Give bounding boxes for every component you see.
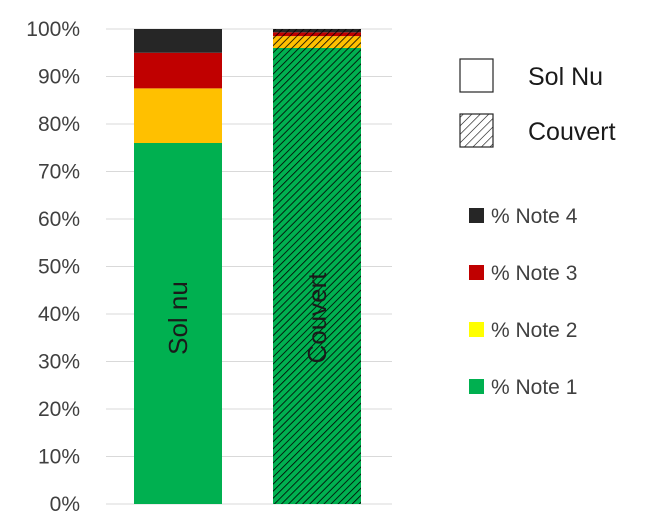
y-tick-label: 70% (38, 161, 80, 184)
pattern-legend: Sol Nu Couvert (459, 58, 616, 148)
bar-hatch-overlay (273, 48, 361, 504)
category-label: Couvert (302, 272, 332, 364)
pattern-legend-label: Couvert (528, 118, 616, 146)
series-legend-swatch (469, 322, 484, 337)
y-tick-label: 0% (50, 493, 80, 513)
series-legend-label: % Note 2 (491, 319, 577, 342)
category-labels: Sol nu Couvert (163, 272, 332, 364)
bar-hatch-overlay (273, 29, 361, 33)
pattern-legend-swatch (459, 58, 494, 93)
bar-hatch-overlay (273, 32, 361, 37)
y-tick-label: 50% (38, 256, 80, 279)
series-legend-swatch (469, 265, 484, 280)
y-tick-label: 80% (38, 113, 80, 136)
series-legend-swatch (469, 208, 484, 223)
y-tick-label: 10% (38, 446, 80, 469)
pattern-legend-swatch (459, 113, 494, 148)
bar-hatch-overlay (273, 36, 361, 48)
series-legend-label: % Note 1 (491, 376, 577, 399)
pattern-legend-label: Sol Nu (528, 63, 603, 91)
category-label: Sol nu (163, 281, 193, 355)
series-legend-label: % Note 3 (491, 262, 577, 285)
y-axis-tick-labels: 0% 10% 20% 30% 40% 50% 60% 70% 80% 90% 100% (26, 18, 80, 513)
series-legend-label: % Note 4 (491, 205, 578, 228)
y-tick-label: 20% (38, 398, 80, 421)
y-tick-label: 100% (26, 18, 80, 41)
y-tick-label: 40% (38, 303, 80, 326)
series-legend: % Note 4 % Note 3 % Note 2 % Note 1 (469, 205, 578, 399)
bar-segment (134, 143, 222, 504)
bar-segment (134, 29, 222, 53)
y-tick-label: 30% (38, 351, 80, 374)
y-tick-label: 60% (38, 208, 80, 231)
bars (134, 29, 361, 504)
bar-segment (134, 52, 222, 89)
y-tick-label: 90% (38, 66, 80, 89)
series-legend-swatch (469, 379, 484, 394)
bar-segment (134, 88, 222, 143)
